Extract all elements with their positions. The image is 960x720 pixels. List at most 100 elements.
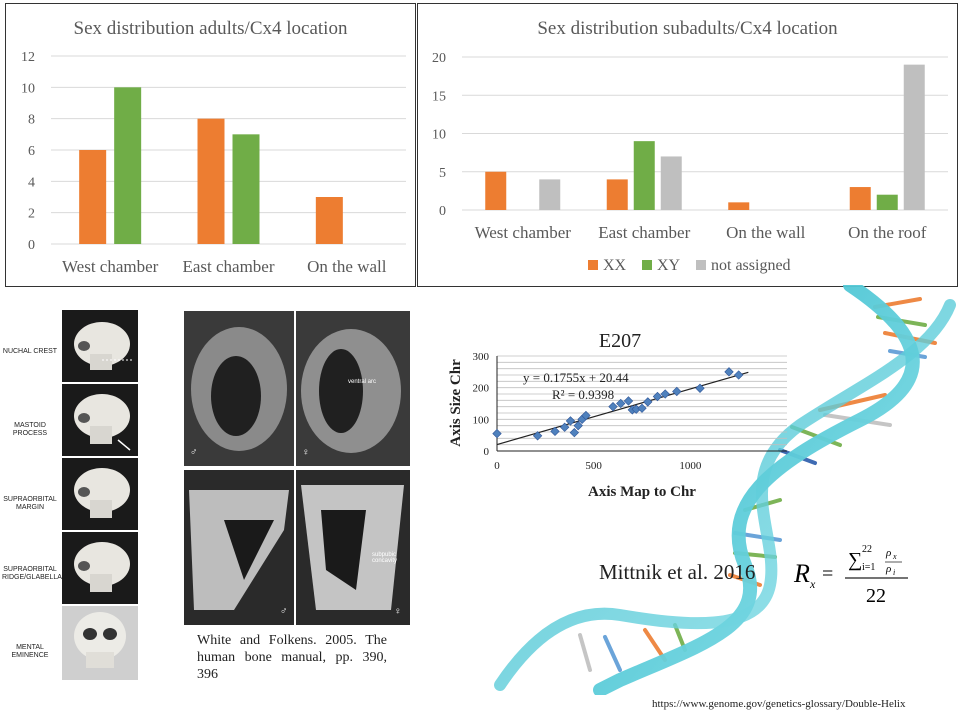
x-tick-label: 500 bbox=[585, 460, 602, 472]
y-tick-label: 20 bbox=[432, 51, 446, 66]
bar bbox=[849, 187, 871, 210]
data-point bbox=[573, 420, 583, 431]
chart-e207: E207 0 100 200 300 0 500 1000 Axis Map to Chr Axi… bbox=[448, 330, 787, 500]
source-url: https://www.genome.gov/genetics-glossary… bbox=[652, 698, 906, 710]
skull-images bbox=[62, 310, 138, 680]
data-point bbox=[637, 403, 647, 413]
data-point bbox=[550, 426, 560, 437]
male-symbol: ♂ bbox=[190, 447, 198, 458]
bar bbox=[660, 156, 682, 210]
x-tick-label: East chamber bbox=[182, 257, 274, 276]
pelvis-image-female-upper: ventral arc ♀ bbox=[296, 311, 410, 466]
pelvis-image-female-lower: subpubic concavity ♀ bbox=[296, 470, 410, 625]
skull-label-mastoid: MASTOID PROCESS bbox=[12, 422, 48, 437]
skull-panel: NUCHAL CREST MASTOID PROCESS SUPRAORBITA… bbox=[0, 310, 140, 680]
x-axis-label: Axis Map to Chr bbox=[588, 484, 696, 500]
bar bbox=[485, 171, 507, 210]
bar bbox=[197, 118, 225, 244]
x-tick-label: West chamber bbox=[475, 223, 572, 242]
x-tick-label: On the wall bbox=[307, 257, 387, 276]
pelvis-image-male-lower: ♂ bbox=[184, 470, 294, 625]
y-tick-label: 5 bbox=[439, 166, 446, 181]
bar bbox=[114, 87, 142, 244]
y-tick-label: 10 bbox=[432, 128, 446, 143]
formula-sum-bottom: i=1 bbox=[862, 562, 875, 573]
y-tick-label: 0 bbox=[28, 238, 35, 253]
r-squared: R² = 0.9398 bbox=[552, 387, 614, 402]
female-symbol-lower: ♀ bbox=[394, 606, 402, 617]
data-point bbox=[733, 370, 744, 380]
bar bbox=[606, 179, 628, 210]
y-tick-label: 6 bbox=[28, 144, 35, 159]
skull-label-nuchal: NUCHAL CREST bbox=[2, 348, 58, 355]
data-point bbox=[569, 427, 580, 438]
bar bbox=[876, 194, 898, 210]
legend-swatch bbox=[588, 260, 598, 270]
data-point bbox=[724, 367, 734, 377]
x-tick-label: West chamber bbox=[62, 257, 159, 276]
legend-label: XY bbox=[657, 257, 681, 274]
bones-caption: White and Folkens. 2005. The human bone … bbox=[197, 633, 387, 682]
formula-divisor: 22 bbox=[866, 585, 886, 607]
bar bbox=[728, 202, 750, 210]
y-tick-label: 4 bbox=[28, 175, 35, 190]
formula-den-sub: i bbox=[893, 568, 895, 577]
female-symbol: ♀ bbox=[302, 447, 310, 458]
bar bbox=[633, 141, 655, 210]
y-tick-label: 2 bbox=[28, 207, 35, 222]
ventral-arc-label: ventral arc bbox=[348, 379, 377, 385]
data-point bbox=[660, 389, 670, 399]
rx-formula: R x = ∑ 22 i=1 ρ x ρ i 22 bbox=[793, 544, 908, 607]
x-tick-label: On the wall bbox=[726, 223, 806, 242]
data-point bbox=[623, 396, 634, 406]
data-point bbox=[616, 398, 626, 409]
data-point bbox=[652, 391, 663, 402]
chart-adults: Sex distribution adults/Cx4 location 0 2 4 6… bbox=[5, 3, 416, 287]
skull-label-mental: MENTAL EMINENCE bbox=[11, 644, 49, 659]
x-tick-label: 0 bbox=[494, 460, 500, 472]
x-tick-label: 1000 bbox=[679, 460, 702, 472]
data-point bbox=[608, 401, 618, 412]
subpubic-label: subpubic concavity bbox=[372, 552, 398, 564]
data-point bbox=[643, 397, 653, 407]
bar bbox=[315, 197, 343, 244]
y-tick-label: 100 bbox=[473, 414, 490, 426]
legend-swatch bbox=[696, 260, 706, 270]
y-tick-label: 0 bbox=[484, 446, 490, 458]
chart-title: Sex distribution subadults/Cx4 location bbox=[537, 18, 838, 39]
y-tick-label: 12 bbox=[21, 50, 35, 65]
skull-label-supraorbital-margin: SUPRAORBITAL MARGIN bbox=[3, 496, 57, 511]
y-tick-label: 0 bbox=[439, 204, 446, 219]
chart-subadults-svg: Sex distribution subadults/Cx4 location 0… bbox=[432, 18, 948, 274]
data-point bbox=[492, 428, 502, 439]
formula-sum-top: 22 bbox=[862, 544, 872, 555]
x-tick-label: East chamber bbox=[598, 223, 690, 242]
data-point bbox=[559, 422, 570, 432]
chart-title: Sex distribution adults/Cx4 location bbox=[74, 18, 348, 39]
trend-equation: y = 0.1755x + 20.44 bbox=[523, 370, 629, 385]
y-tick-label: 300 bbox=[473, 351, 490, 363]
bar bbox=[79, 150, 107, 244]
legend-label: not assigned bbox=[711, 257, 791, 274]
formula-num-sub: x bbox=[892, 552, 897, 561]
data-point bbox=[532, 431, 543, 441]
svg-text:=: = bbox=[822, 563, 833, 585]
formula-lhs: R bbox=[793, 559, 810, 588]
y-axis-label: Axis Size Chr bbox=[448, 359, 464, 447]
data-point bbox=[672, 386, 682, 397]
bar bbox=[232, 134, 260, 244]
y-tick-label: 15 bbox=[432, 89, 446, 104]
legend-swatch bbox=[642, 260, 652, 270]
data-point bbox=[695, 383, 705, 393]
bar bbox=[903, 64, 925, 211]
data-point bbox=[581, 410, 591, 421]
svg-text:∑: ∑ bbox=[848, 549, 862, 571]
dna-helix-image bbox=[494, 285, 956, 695]
bar bbox=[539, 179, 561, 210]
chart-subadults: Sex distribution subadults/Cx4 location 0… bbox=[417, 3, 958, 287]
y-tick-label: 200 bbox=[473, 383, 490, 395]
citation-text: Mittnik et al. 2016 bbox=[599, 560, 756, 584]
formula-lhs-sub: x bbox=[809, 577, 816, 591]
y-tick-label: 10 bbox=[21, 81, 35, 96]
data-point bbox=[565, 416, 576, 426]
